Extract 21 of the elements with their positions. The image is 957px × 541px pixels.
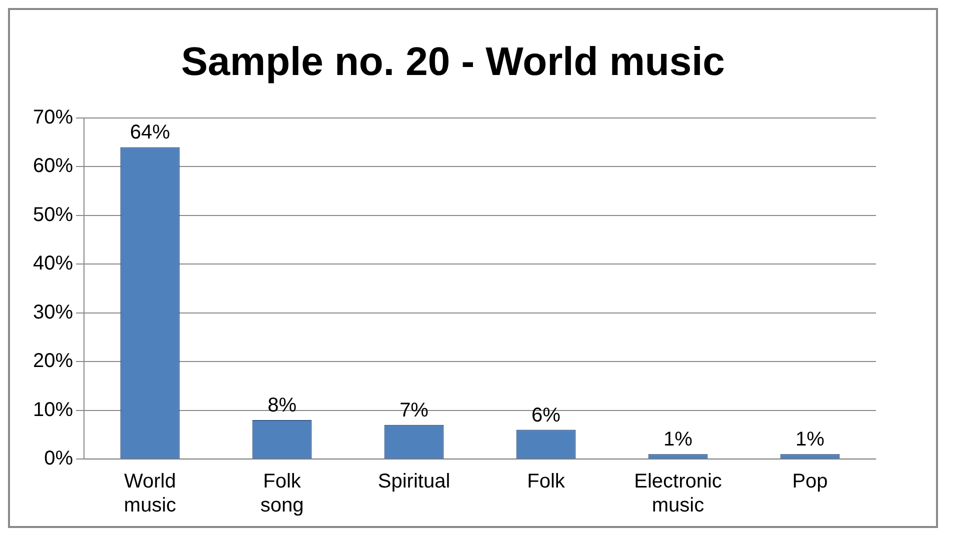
x-tick-label: Electronic music (634, 470, 722, 517)
data-label: 7% (400, 399, 429, 422)
chart-title: Sample no. 20 - World music (181, 40, 725, 84)
y-tick-label: 10% (33, 398, 74, 421)
x-tick-label: World music (124, 470, 176, 517)
data-label: 6% (532, 404, 561, 426)
data-label: 64% (130, 122, 170, 144)
x-tick-label: Folk song (260, 470, 304, 517)
y-tick-label: 30% (33, 301, 74, 324)
y-tick-label: 50% (33, 204, 74, 226)
data-label: 8% (268, 394, 297, 417)
x-tick-label: Pop (792, 470, 828, 493)
x-tick-label: Spiritual (378, 470, 450, 493)
y-tick-label: 60% (33, 155, 74, 178)
y-tick-label: 20% (33, 350, 74, 372)
x-tick-label: Folk (527, 470, 566, 493)
data-label: 1% (796, 428, 825, 451)
y-tick-label: 0% (44, 448, 74, 470)
y-tick-label: 40% (33, 252, 74, 275)
data-label: 1% (664, 428, 693, 451)
y-tick-label: 70% (33, 106, 74, 129)
